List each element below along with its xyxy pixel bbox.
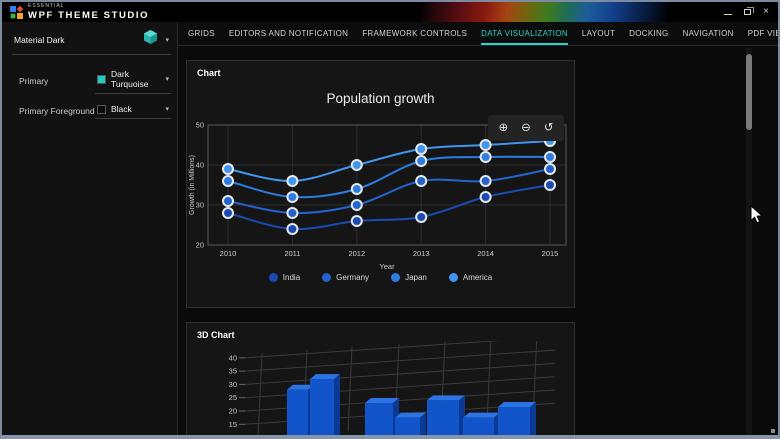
svg-text:2012: 2012 xyxy=(348,249,365,258)
setting-rows: Primary Dark Turquoise ▾ Primary Foreground… xyxy=(2,67,177,119)
app-title: WPF THEME STUDIO xyxy=(28,9,150,21)
series-japan xyxy=(222,151,556,203)
setting-row-primary: Primary Dark Turquoise ▾ xyxy=(19,67,171,94)
bar-3d-3 xyxy=(365,398,399,435)
navbar: GRIDS EDITORS AND NOTIFICATION FRAMEWORK C… xyxy=(178,22,778,46)
svg-text:30: 30 xyxy=(196,201,204,210)
bar-3d-1 xyxy=(287,384,314,435)
chevron-down-icon: ▾ xyxy=(165,36,169,44)
legend-label: Japan xyxy=(405,273,427,282)
close-button[interactable]: × xyxy=(763,6,769,17)
color-swatch xyxy=(97,104,106,114)
chevron-down-icon: ▾ xyxy=(165,76,169,83)
restore-button[interactable] xyxy=(744,7,755,15)
legend-label: America xyxy=(462,273,493,282)
syncfusion-logo-icon xyxy=(10,5,24,19)
svg-text:20: 20 xyxy=(229,407,237,416)
theme-selector-value: Material Dark xyxy=(14,34,65,45)
tab-navigation[interactable]: NAVIGATION xyxy=(682,29,734,38)
legend-item-india[interactable]: India xyxy=(268,273,301,282)
tab-data-visualization[interactable]: DATA VISUALIZATION xyxy=(481,22,568,45)
bar-3d-4 xyxy=(395,412,426,435)
bar-3d-7 xyxy=(498,402,536,435)
color-swatch xyxy=(97,74,106,84)
app-brand: ESSENTIAL WPF THEME STUDIO xyxy=(10,2,150,21)
svg-text:15: 15 xyxy=(229,420,237,429)
nav-tabs: GRIDS EDITORS AND NOTIFICATION FRAMEWORK C… xyxy=(188,22,780,45)
chevron-down-icon: ▾ xyxy=(165,106,169,113)
tab-editors-and-notification[interactable]: EDITORS AND NOTIFICATION xyxy=(228,29,349,38)
resize-grip[interactable] xyxy=(771,429,775,433)
legend-label: Germany xyxy=(336,273,370,282)
mouse-cursor xyxy=(750,205,763,224)
legend-item-america[interactable]: America xyxy=(448,273,493,282)
svg-text:2015: 2015 xyxy=(542,249,559,258)
tab-pdf-viewer[interactable]: PDF VIEWER xyxy=(747,29,780,38)
setting-row-primary-foreground: Primary Foreground Black ▾ xyxy=(19,102,171,119)
chart-zoom-toolbar: ⊕ ⊖ ↺ xyxy=(488,115,564,141)
series-germany xyxy=(222,163,556,219)
bar-3d-6 xyxy=(463,412,500,435)
chart-card-header: Chart xyxy=(197,68,221,78)
svg-text:50: 50 xyxy=(196,121,204,130)
bar-3d-5 xyxy=(427,395,465,435)
zoom-in-icon[interactable]: ⊕ xyxy=(498,120,509,135)
primary-dropdown[interactable]: Dark Turquoise ▾ xyxy=(95,67,171,94)
svg-text:40: 40 xyxy=(196,161,204,170)
svg-text:2013: 2013 xyxy=(413,249,430,258)
zoom-out-icon[interactable]: ⊖ xyxy=(521,120,531,135)
scrollbar-thumb[interactable] xyxy=(746,54,752,130)
tab-framework-controls[interactable]: FRAMEWORK CONTROLS xyxy=(362,29,468,38)
titlebar: ESSENTIAL WPF THEME STUDIO × xyxy=(2,2,778,22)
legend-marker-icon xyxy=(268,273,278,282)
chart-card: Chart Population growth 20 30 40 50 2010 2011… xyxy=(186,60,575,308)
tab-docking[interactable]: DOCKING xyxy=(629,29,669,38)
svg-text:25: 25 xyxy=(229,393,237,402)
tab-layout[interactable]: LAYOUT xyxy=(581,29,616,38)
rainbow-banner xyxy=(420,2,676,22)
legend-item-germany[interactable]: Germany xyxy=(322,273,369,282)
svg-text:2011: 2011 xyxy=(284,249,300,258)
svg-text:Year: Year xyxy=(379,262,395,271)
setting-label: Primary Foreground xyxy=(19,105,95,116)
brand-essential-label: ESSENTIAL xyxy=(28,2,65,9)
legend-marker-icon xyxy=(391,273,401,282)
svg-text:Growth (in Millions): Growth (in Millions) xyxy=(189,155,196,215)
primary-foreground-dropdown[interactable]: Black ▾ xyxy=(95,102,171,119)
chart-title: Population growth xyxy=(326,91,435,106)
setting-value: Dark Turquoise xyxy=(111,69,149,89)
series-america xyxy=(222,135,556,187)
chart3d-card: 3D Chart 15 20 25 30 35 40 xyxy=(186,322,575,435)
population-growth-chart[interactable]: 20 30 40 50 2010 2011 2012 2013 2014 2015 Growth (… xyxy=(187,109,576,271)
setting-label: Primary xyxy=(19,75,49,86)
legend-label: India xyxy=(282,273,301,282)
vertical-scrollbar[interactable] xyxy=(746,48,752,435)
theme-selector-dropdown[interactable]: Material Dark ▾ xyxy=(12,28,171,55)
content-area: Chart Population growth 20 30 40 50 2010 2011… xyxy=(178,46,778,435)
legend-marker-icon xyxy=(322,273,332,282)
legend-marker-icon xyxy=(448,273,458,282)
series-india xyxy=(222,179,556,235)
svg-text:20: 20 xyxy=(196,241,204,250)
svg-text:35: 35 xyxy=(229,367,237,376)
reset-zoom-icon[interactable]: ↺ xyxy=(543,120,554,135)
minimize-button[interactable] xyxy=(724,10,733,15)
setting-value: Black xyxy=(111,104,132,114)
chart3d-card-header: 3D Chart xyxy=(197,330,235,340)
theme-settings-sidebar: Material Dark ▾ Primary Dark Turquoise ▾ Pr… xyxy=(2,22,178,435)
legend-item-japan[interactable]: Japan xyxy=(391,273,427,282)
svg-text:2010: 2010 xyxy=(220,249,237,258)
bar-3d-2 xyxy=(310,374,340,435)
chart-legend: India Germany Japan America xyxy=(187,273,574,282)
svg-text:30: 30 xyxy=(229,380,237,389)
theme-cube-icon xyxy=(144,30,158,49)
tab-grids[interactable]: GRIDS xyxy=(188,29,215,38)
bar-chart-3d[interactable]: 15 20 25 30 35 40 xyxy=(187,341,576,435)
svg-text:2014: 2014 xyxy=(477,249,494,258)
svg-text:40: 40 xyxy=(229,353,237,362)
